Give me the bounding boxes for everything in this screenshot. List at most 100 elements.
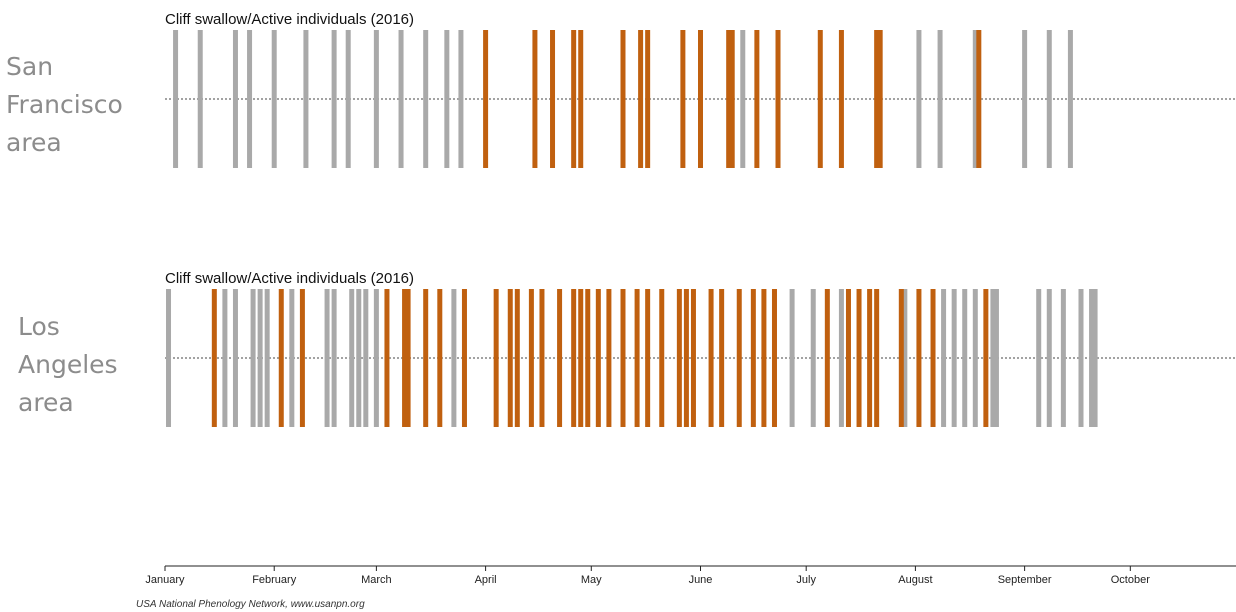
region-label-line: Angeles	[18, 350, 118, 379]
observation-bar-no	[345, 30, 351, 168]
x-axis-ticks: January February March April May June July Augu…	[145, 566, 1150, 586]
observation-bar-no	[838, 289, 844, 427]
observation-bar-no	[373, 289, 379, 427]
observation-bar-yes	[578, 30, 584, 168]
observation-bar-no	[271, 30, 277, 168]
observation-bar-no	[363, 289, 369, 427]
observation-bar-yes	[620, 289, 626, 427]
observation-bar-yes	[539, 289, 545, 427]
observation-bar-no	[1046, 30, 1052, 168]
observation-bar-yes	[402, 289, 408, 427]
observation-bar-yes	[211, 289, 217, 427]
region-label-line: Los	[18, 312, 60, 341]
observation-bar-no	[1067, 30, 1073, 168]
observation-bar-yes	[726, 30, 732, 168]
observation-bar-yes	[676, 289, 682, 427]
observation-bar-no	[197, 30, 203, 168]
observation-bar-no	[423, 30, 429, 168]
observation-bar-no	[222, 289, 228, 427]
panel-1: San Francisco area Cliff swallow/Active ind…	[6, 11, 1236, 168]
observation-bar-no	[451, 289, 457, 427]
observation-bar-yes	[550, 30, 556, 168]
observation-bar-yes	[437, 289, 443, 427]
observation-bar-yes	[750, 289, 756, 427]
observation-bar-no	[993, 289, 999, 427]
observation-bar-no	[264, 289, 270, 427]
region-label-line: area	[18, 388, 74, 417]
observation-bar-yes	[916, 289, 922, 427]
observation-bar-yes	[690, 289, 696, 427]
panels-layer: San Francisco area Cliff swallow/Active ind…	[6, 11, 1236, 427]
observation-bar-no	[257, 289, 263, 427]
observation-bar-no	[303, 30, 309, 168]
observation-bar-no	[331, 30, 337, 168]
observation-bar-yes	[405, 289, 411, 427]
observation-bar-no	[250, 289, 256, 427]
observation-bar-yes	[483, 30, 489, 168]
observation-bar-yes	[299, 289, 305, 427]
observation-bar-no	[972, 289, 978, 427]
observation-bar-yes	[983, 289, 989, 427]
observation-bar-no	[1092, 289, 1098, 427]
panel-title: Cliff swallow/Active individuals (2016)	[165, 270, 414, 287]
x-tick-label: March	[361, 574, 392, 586]
x-axis: January February March April May June July Augu…	[145, 565, 1236, 586]
x-tick-label: April	[475, 574, 497, 586]
observation-bar-yes	[514, 289, 520, 427]
observation-bar-no	[289, 289, 295, 427]
observation-bar-no	[166, 289, 172, 427]
observation-bar-yes	[571, 289, 577, 427]
observation-bar-yes	[874, 30, 880, 168]
x-tick-label: July	[796, 574, 816, 586]
observation-bar-yes	[708, 289, 714, 427]
observation-bar-no	[356, 289, 362, 427]
observation-bar-yes	[680, 30, 686, 168]
observation-bar-yes	[736, 289, 742, 427]
observation-bar-yes	[578, 289, 584, 427]
observation-bar-yes	[659, 289, 665, 427]
observation-bar-no	[1022, 30, 1028, 168]
observation-bar-no	[937, 30, 943, 168]
observation-bar-no	[902, 289, 908, 427]
x-tick-label: October	[1111, 574, 1150, 586]
observation-bar-no	[373, 30, 379, 168]
observation-bar-yes	[824, 289, 830, 427]
observation-bar-yes	[817, 30, 823, 168]
x-tick-label: May	[581, 574, 602, 586]
observation-bar-no	[458, 30, 464, 168]
observation-bar-yes	[461, 289, 467, 427]
observation-bar-yes	[638, 30, 644, 168]
observation-bar-yes	[384, 289, 390, 427]
observation-bar-yes	[507, 289, 513, 427]
observation-bar-no	[789, 289, 795, 427]
observation-bar-no	[941, 289, 947, 427]
observation-bar-yes	[423, 289, 429, 427]
observation-bar-yes	[761, 289, 767, 427]
observation-bar-no	[398, 30, 404, 168]
observation-bar-no	[444, 30, 450, 168]
observation-bar-yes	[606, 289, 612, 427]
observation-bar-yes	[754, 30, 760, 168]
observation-bar-yes	[775, 30, 781, 168]
observation-bar-no	[331, 289, 337, 427]
observation-bar-no	[324, 289, 330, 427]
observation-bar-yes	[585, 289, 591, 427]
observation-bar-no	[1089, 289, 1095, 427]
observation-bar-yes	[930, 289, 936, 427]
observation-bar-yes	[532, 30, 538, 168]
observation-bar-yes	[838, 30, 844, 168]
observation-bar-yes	[867, 289, 873, 427]
observation-bar-yes	[845, 289, 851, 427]
observation-bar-yes	[645, 30, 651, 168]
observation-bar-no	[962, 289, 968, 427]
observation-bar-no	[951, 289, 957, 427]
observation-bar-yes	[571, 30, 577, 168]
observation-bar-no	[740, 30, 746, 168]
observation-bar-yes	[595, 289, 601, 427]
region-label-line: San	[6, 52, 53, 81]
region-label-line: Francisco	[6, 90, 123, 119]
observation-bar-yes	[877, 30, 883, 168]
observation-bar-no	[173, 30, 179, 168]
source-credit: USA National Phenology Network, www.usan…	[136, 599, 365, 610]
